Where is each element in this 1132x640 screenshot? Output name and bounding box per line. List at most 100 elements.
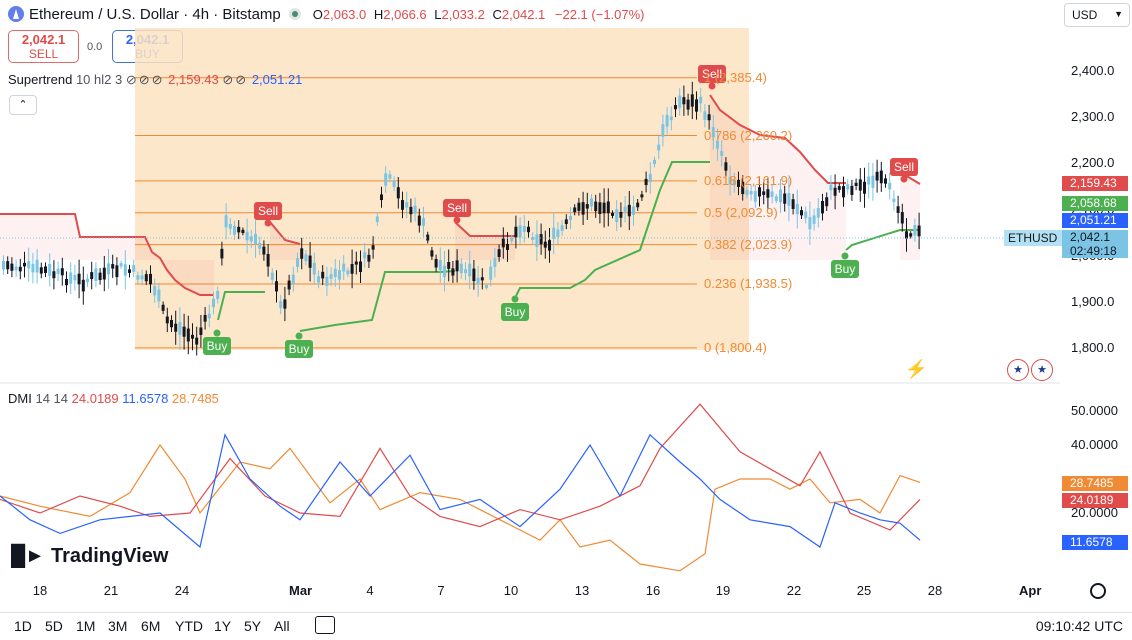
- us-flag-icon[interactable]: ★: [1031, 359, 1053, 381]
- timeframe-button[interactable]: YTD: [175, 618, 203, 634]
- settings-gear-icon[interactable]: [1090, 583, 1106, 599]
- currency-select[interactable]: USD ▼: [1064, 3, 1130, 27]
- candle-body: [31, 263, 35, 273]
- candle-body: [535, 234, 539, 248]
- candle-body: [304, 254, 308, 262]
- buy-signal-badge[interactable]: [831, 260, 859, 278]
- price-axis-label: 2,300.0: [1071, 109, 1115, 125]
- symbol-title[interactable]: Ethereum / U.S. Dollar · 4h · Bitstamp: [29, 5, 281, 23]
- candle-body: [690, 94, 694, 107]
- candle-body: [564, 219, 568, 225]
- candle-body: [157, 289, 161, 302]
- ethereum-icon: [8, 6, 24, 22]
- high-key: H: [373, 6, 384, 22]
- candle-body: [287, 280, 291, 290]
- candle-body: [552, 227, 556, 239]
- timeframe-button[interactable]: 5D: [45, 618, 63, 634]
- candle-body: [665, 114, 669, 127]
- candle-body: [342, 263, 346, 272]
- candle-body: [409, 206, 413, 215]
- supertrend-params: 10 hl2 3: [75, 72, 123, 87]
- sell-signal-label: Sell: [258, 204, 278, 218]
- candle-body: [543, 241, 547, 248]
- date-range-icon[interactable]: [315, 616, 335, 634]
- buy-signal-badge[interactable]: [285, 340, 313, 358]
- sell-signal-badge[interactable]: [443, 199, 471, 217]
- candle-body: [871, 175, 875, 188]
- high-value: 2,066.6: [383, 6, 427, 22]
- candle-body: [392, 180, 396, 187]
- sell-signal-badge[interactable]: [698, 65, 726, 83]
- candle-body: [472, 268, 476, 282]
- time-axis-label: 7: [437, 583, 445, 598]
- sell-label: SELL: [28, 47, 59, 61]
- candle-body: [800, 210, 803, 216]
- us-flag-icon[interactable]: ★: [1007, 359, 1029, 381]
- timeframe-button[interactable]: 1M: [76, 618, 96, 634]
- candle-body: [65, 278, 68, 286]
- candle-body: [44, 266, 47, 273]
- candle-body: [459, 263, 463, 274]
- timeframe-button[interactable]: 1Y: [214, 618, 232, 634]
- sell-signal-badge[interactable]: [890, 158, 918, 176]
- candle-body: [875, 171, 879, 181]
- candle-body: [212, 298, 215, 308]
- dmi-tag: 24.0189: [1062, 493, 1128, 508]
- dmi-tag: 28.7485: [1062, 476, 1128, 491]
- price-tag: 2,159.43: [1062, 176, 1128, 191]
- candle-body: [795, 203, 799, 215]
- candle-body: [132, 265, 136, 272]
- dmi-legend[interactable]: DMI 14 14 24.0189 11.6578 28.7485: [8, 391, 219, 406]
- candle-body: [451, 268, 455, 276]
- candle-body: [338, 270, 341, 280]
- candle-body: [741, 181, 745, 195]
- fib-level-label: 0.236 (1,938.5): [704, 276, 793, 292]
- candle-body: [678, 95, 682, 108]
- timeframe-button[interactable]: All: [274, 618, 290, 634]
- candle-body: [149, 273, 152, 285]
- last-price: 2,042.1: [1070, 230, 1111, 244]
- market-status-icon[interactable]: [288, 8, 301, 20]
- candle-body: [405, 202, 409, 208]
- candle-body: [686, 99, 690, 110]
- candle-body: [598, 202, 602, 214]
- tradingview-logo[interactable]: █► TradingView: [11, 545, 168, 568]
- candle-body: [182, 326, 186, 337]
- dmi-plus-line: [0, 403, 921, 531]
- candle-body: [123, 264, 127, 276]
- timeframe-button[interactable]: 6M: [141, 618, 161, 634]
- change-value: −22.1 (−1.07%): [554, 6, 645, 22]
- buy-signal-badge[interactable]: [501, 303, 529, 321]
- candle-body: [119, 263, 123, 267]
- candle-body: [388, 174, 392, 179]
- candle-body: [581, 202, 585, 215]
- lightning-icon[interactable]: ⚡: [905, 359, 928, 379]
- candle-body: [23, 262, 26, 267]
- sell-signal-badge[interactable]: [254, 202, 282, 220]
- candle-body: [611, 212, 614, 216]
- candle-body: [653, 159, 656, 165]
- sell-button[interactable]: 2,042.1 SELL: [8, 30, 79, 63]
- sell-signal-label: Sell: [447, 201, 467, 215]
- candle-body: [270, 272, 274, 280]
- candle-body: [317, 276, 320, 283]
- fib-level-label: 0.786 (2,260.2): [704, 127, 793, 143]
- price-tag: 2,058.68: [1062, 196, 1128, 211]
- price-axis-label: 2,400.0: [1071, 63, 1115, 78]
- candle-body: [501, 238, 505, 248]
- timeframe-button[interactable]: 5Y: [244, 618, 262, 634]
- clock[interactable]: 09:10:42 UTC: [1035, 618, 1123, 634]
- candle-body: [770, 191, 774, 197]
- buy-signal-badge[interactable]: [203, 337, 231, 355]
- supertrend-downtrend-line: [269, 221, 301, 245]
- candle-body: [233, 225, 236, 235]
- candle-body: [657, 144, 661, 151]
- timeframe-button[interactable]: 1D: [14, 618, 32, 634]
- chevron-up-icon[interactable]: ⌃: [9, 95, 37, 115]
- supertrend-downtrend-line: [454, 221, 515, 237]
- timeframe-button[interactable]: 3M: [108, 618, 128, 634]
- supertrend-legend[interactable]: Supertrend 10 hl2 3 ⊘⊘⊘ 2,159.43 ⊘⊘ 2,05…: [8, 72, 303, 87]
- candle-body: [6, 261, 10, 270]
- time-axis-label: 25: [856, 583, 872, 598]
